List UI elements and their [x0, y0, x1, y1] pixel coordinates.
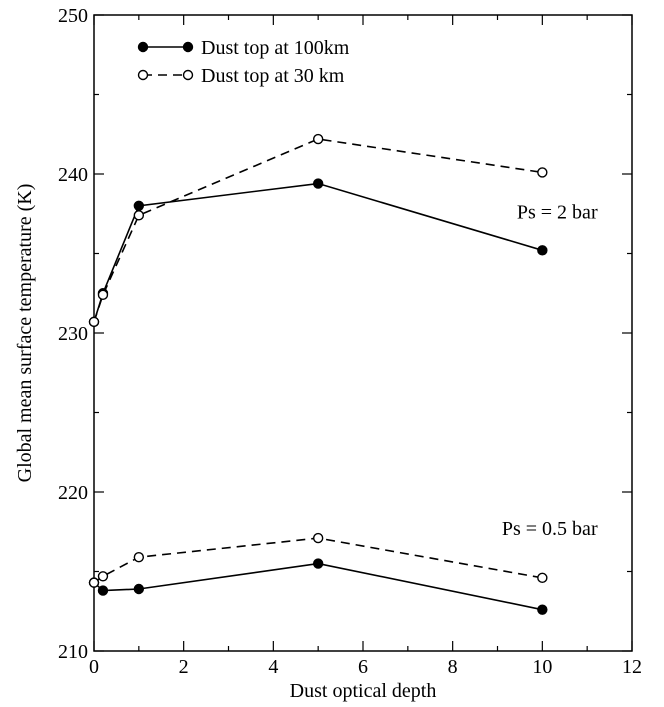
- y-tick-label: 230: [58, 323, 88, 345]
- x-tick-label: 8: [448, 656, 458, 678]
- y-tick-label: 250: [58, 5, 88, 27]
- y-tick-label: 240: [58, 164, 88, 186]
- x-tick-label: 6: [358, 656, 368, 678]
- y-tick-label: 220: [58, 482, 88, 504]
- x-tick-label: 0: [89, 656, 99, 678]
- data-point-open: [133, 210, 145, 221]
- y-tick-label: 210: [58, 641, 88, 663]
- data-point-open: [88, 316, 100, 328]
- legend-label: Dust top at 30 km: [201, 65, 345, 87]
- data-point-open: [133, 551, 145, 563]
- data-point-open: [537, 572, 548, 584]
- x-axis-title: Dust optical depth: [290, 680, 437, 702]
- tick-labels: 0 2 4 6 8 10 12 210 220 230 240 250: [58, 5, 642, 678]
- axis-ticks: [93, 14, 633, 652]
- x-tick-label: 12: [622, 656, 642, 678]
- data-point-filled: [97, 585, 109, 596]
- annotations: Ps = 2 bar Ps = 0.5 bar: [502, 202, 598, 540]
- data-point-open: [97, 289, 109, 301]
- data-point-open: [88, 577, 100, 588]
- series-line: [93, 138, 543, 323]
- group-label: Ps = 0.5 bar: [502, 518, 598, 540]
- x-tick-label: 4: [268, 656, 278, 678]
- data-point-filled: [312, 558, 324, 569]
- legend-label: Dust top at 100km: [201, 37, 350, 59]
- legend-marker-open: [182, 69, 194, 81]
- plot-frame: [93, 14, 633, 652]
- data-point-open: [537, 167, 548, 178]
- group-label: Ps = 2 bar: [517, 202, 598, 224]
- legend-marker-filled: [182, 41, 194, 53]
- data-point-filled: [312, 178, 324, 189]
- series-line: [93, 562, 543, 611]
- legend-marker-filled: [137, 41, 149, 53]
- data-point-open: [312, 532, 324, 544]
- data-point-open: [97, 571, 109, 582]
- x-tick-label: 10: [532, 656, 552, 678]
- data-point-open: [312, 133, 324, 145]
- y-axis-title: Global mean surface temperature (K): [14, 184, 36, 483]
- data-point-filled: [133, 583, 145, 595]
- legend: Dust top at 100km Dust top at 30 km: [137, 37, 350, 87]
- data-point-filled: [537, 245, 548, 256]
- data-point-filled: [133, 200, 145, 212]
- series-line: [93, 182, 543, 323]
- series-group: [88, 133, 548, 615]
- legend-marker-open: [137, 69, 149, 81]
- data-point-filled: [537, 604, 548, 615]
- x-tick-label: 2: [179, 656, 189, 678]
